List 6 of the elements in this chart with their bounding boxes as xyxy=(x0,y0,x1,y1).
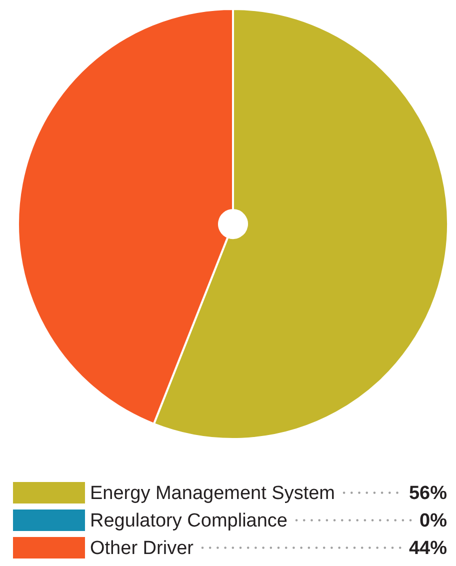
data-label: 44% xyxy=(408,538,448,559)
legend-label: Energy Management System xyxy=(90,482,336,504)
text: 0% xyxy=(420,510,447,532)
legend-label: Other Driver xyxy=(90,538,194,559)
data-label: 56% xyxy=(408,482,448,504)
legend-label: Regulatory Compliance xyxy=(90,510,288,532)
